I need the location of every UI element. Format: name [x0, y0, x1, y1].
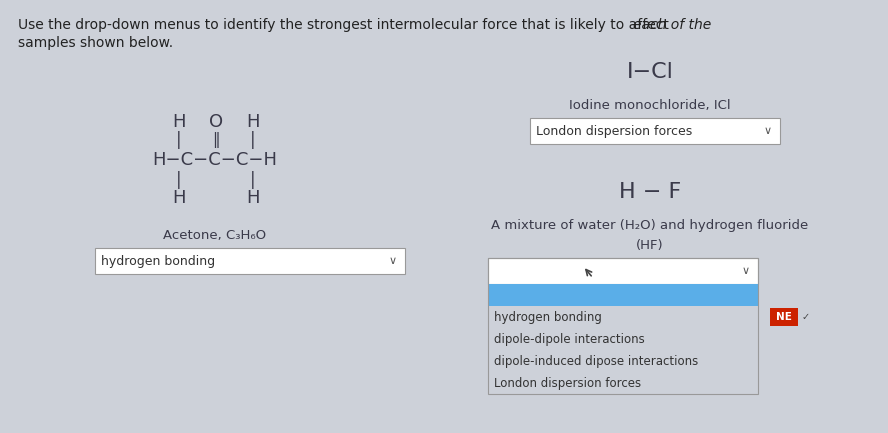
Text: ∨: ∨ [764, 126, 772, 136]
Text: Acetone, C₃H₆O: Acetone, C₃H₆O [163, 229, 266, 242]
Text: (HF): (HF) [636, 239, 664, 252]
Text: London dispersion forces: London dispersion forces [494, 377, 641, 390]
Text: A mixture of water (H₂O) and hydrogen fluoride: A mixture of water (H₂O) and hydrogen fl… [491, 219, 809, 232]
Text: dipole-induced dipose interactions: dipole-induced dipose interactions [494, 355, 698, 368]
Bar [530, 118, 780, 144]
Text: H−C−C−C−H: H−C−C−C−H [153, 151, 277, 169]
Text: NE: NE [776, 312, 792, 322]
Text: dipole-dipole interactions: dipole-dipole interactions [494, 333, 645, 346]
Text: O: O [209, 113, 223, 131]
Text: ∨: ∨ [389, 256, 397, 266]
Text: Iodine monochloride, ICl: Iodine monochloride, ICl [569, 98, 731, 112]
Text: each of the: each of the [633, 18, 711, 32]
Bar [95, 248, 405, 274]
Bar [488, 284, 758, 306]
Text: ✓: ✓ [802, 312, 810, 322]
Text: hydrogen bonding: hydrogen bonding [101, 255, 215, 268]
Text: ∨: ∨ [742, 266, 750, 276]
Text: |: | [176, 131, 182, 149]
Bar [770, 308, 798, 326]
Text: H: H [172, 189, 186, 207]
Text: |: | [250, 171, 256, 189]
Text: samples shown below.: samples shown below. [18, 36, 173, 50]
Text: H: H [246, 113, 260, 131]
Text: I−Cl: I−Cl [627, 62, 673, 82]
Text: London dispersion forces: London dispersion forces [536, 125, 693, 138]
Text: H: H [172, 113, 186, 131]
Text: Use the drop-down menus to identify the strongest intermolecular force that is l: Use the drop-down menus to identify the … [18, 18, 673, 32]
Text: H: H [246, 189, 260, 207]
Text: ‖: ‖ [212, 132, 220, 148]
Text: |: | [250, 131, 256, 149]
Text: |: | [176, 171, 182, 189]
Bar [488, 258, 758, 394]
Text: H − F: H − F [619, 182, 681, 202]
Text: hydrogen bonding: hydrogen bonding [494, 310, 602, 323]
Bar [488, 258, 758, 284]
